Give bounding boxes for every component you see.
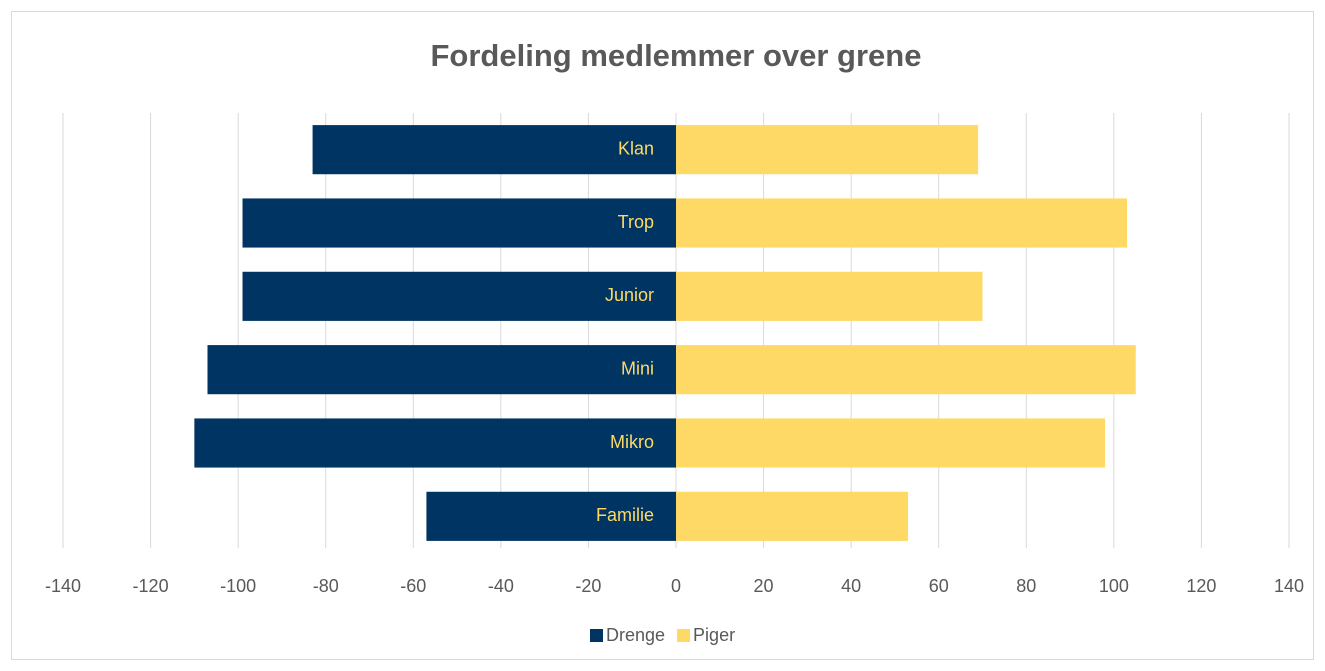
category-label: Klan (618, 138, 654, 158)
x-tick-label: 80 (1016, 576, 1036, 596)
x-tick-label: -80 (313, 576, 339, 596)
category-label: Mini (621, 358, 654, 378)
bar (676, 125, 979, 175)
legend-swatch (677, 629, 691, 642)
bar (194, 418, 676, 468)
x-tick-label: -100 (220, 576, 256, 596)
x-tick-label: 0 (671, 576, 681, 596)
x-tick-label: -40 (488, 576, 514, 596)
bar (676, 198, 1127, 248)
chart-border (11, 11, 1314, 660)
bar (426, 491, 676, 541)
legend-swatch (590, 629, 603, 642)
bar (676, 345, 1136, 395)
x-tick-label: -120 (133, 576, 169, 596)
x-tick-label: 120 (1186, 576, 1216, 596)
bar (676, 491, 909, 541)
x-tick-label: 100 (1099, 576, 1129, 596)
x-tick-label: 140 (1274, 576, 1304, 596)
bar (242, 198, 676, 248)
x-tick-label: -140 (45, 576, 81, 596)
bar (676, 418, 1106, 468)
category-label: Mikro (610, 432, 654, 452)
x-tick-label: 40 (841, 576, 861, 596)
bar (676, 271, 983, 321)
legend-label: Drenge (606, 625, 665, 645)
category-label: Trop (618, 212, 654, 232)
bar (207, 345, 676, 395)
x-tick-label: -60 (400, 576, 426, 596)
category-label: Junior (605, 285, 654, 305)
x-tick-label: 60 (929, 576, 949, 596)
bar (242, 271, 676, 321)
x-tick-label: -20 (575, 576, 601, 596)
bar (312, 125, 676, 175)
category-label: Familie (596, 505, 654, 525)
legend-label: Piger (693, 625, 735, 645)
x-tick-label: 20 (754, 576, 774, 596)
chart-title: Fordeling medlemmer over grene (431, 38, 922, 73)
